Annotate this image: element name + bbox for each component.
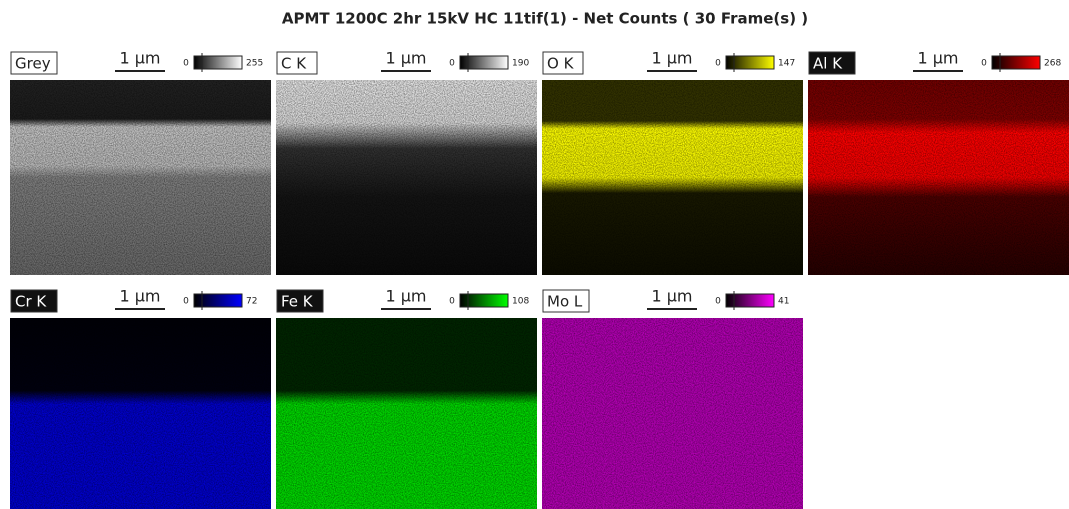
scale-bar-label: 1 µm (385, 49, 426, 68)
colorbar-max: 268 (1044, 59, 1061, 69)
colorbar-min: 0 (981, 59, 987, 69)
colorbar-max: 41 (778, 297, 789, 307)
channel-label: O K (547, 55, 575, 73)
colorbar-max: 108 (512, 297, 529, 307)
colorbar-max: 72 (246, 297, 257, 307)
colorbar-min: 0 (183, 297, 189, 307)
colorbar (194, 294, 242, 307)
channel-label: C K (281, 55, 307, 73)
colorbar (726, 56, 774, 69)
scale-bar-label: 1 µm (651, 49, 692, 68)
colorbar (726, 294, 774, 307)
channel-label: Al K (813, 55, 843, 73)
channel-label: Mo L (547, 293, 583, 311)
channel-label: Grey (15, 55, 51, 73)
colorbar-max: 147 (778, 59, 795, 69)
colorbar (194, 56, 242, 69)
colorbar (460, 56, 508, 69)
colorbar-min: 0 (715, 59, 721, 69)
map-noise (276, 80, 537, 275)
colorbar-min: 0 (183, 59, 189, 69)
scale-bar-label: 1 µm (651, 287, 692, 306)
map-noise (542, 80, 803, 275)
page-title: APMT 1200C 2hr 15kV HC 11tif(1) - Net Co… (282, 10, 808, 28)
scale-bar-label: 1 µm (385, 287, 426, 306)
scale-bar-label: 1 µm (119, 49, 160, 68)
colorbar-min: 0 (449, 297, 455, 307)
channel-label: Fe K (281, 293, 314, 311)
map-noise (10, 318, 271, 509)
map-noise (542, 318, 803, 509)
channel-label: Cr K (15, 293, 47, 311)
colorbar (460, 294, 508, 307)
colorbar-max: 190 (512, 59, 529, 69)
map-noise (10, 80, 271, 275)
scale-bar-label: 1 µm (917, 49, 958, 68)
colorbar-min: 0 (449, 59, 455, 69)
colorbar (992, 56, 1040, 69)
colorbar-min: 0 (715, 297, 721, 307)
colorbar-max: 255 (246, 59, 263, 69)
map-noise (808, 80, 1069, 275)
scale-bar-label: 1 µm (119, 287, 160, 306)
eds-map-view: APMT 1200C 2hr 15kV HC 11tif(1) - Net Co… (0, 0, 1069, 509)
map-noise (276, 318, 537, 509)
